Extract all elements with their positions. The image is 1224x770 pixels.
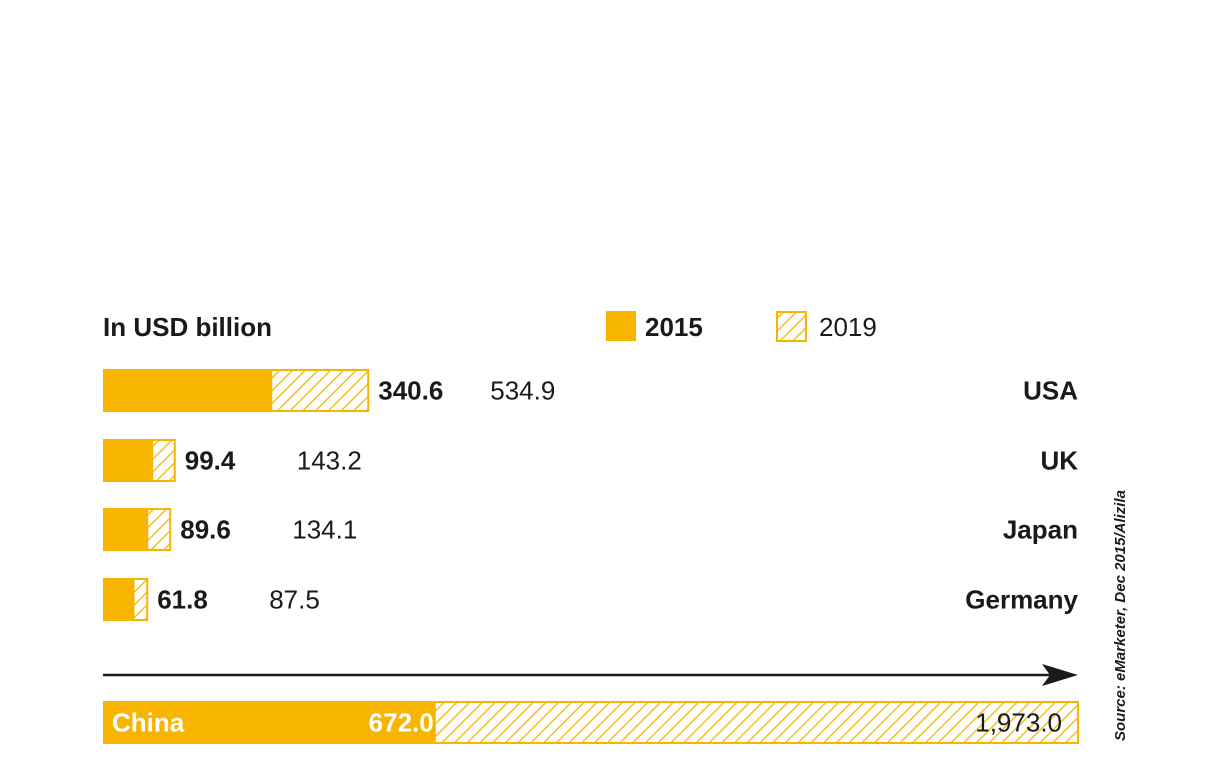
bars: 340.6 534.9 USA 99.4 143.2 UK 89.6 134.1 Japan 61… [103, 369, 1079, 621]
bar-row-usa: 340.6 534.9 USA [103, 369, 1078, 412]
country-label-usa: USA [1023, 376, 1078, 406]
country-label-china: China [112, 708, 185, 738]
legend-label-2015: 2015 [645, 312, 703, 342]
value-label-2015-china: 672.0 [369, 708, 434, 738]
china-bar-group: China 672.0 1,973.0 [103, 701, 1079, 744]
bar-2015-china [104, 702, 436, 743]
value-label-2019-china: 1,973.0 [975, 708, 1062, 738]
arrow-head-icon [1042, 664, 1078, 686]
value-label-2019-japan: 134.1 [292, 515, 357, 545]
value-label-2015-uk: 99.4 [185, 446, 236, 476]
bar-row-uk: 99.4 143.2 UK [103, 439, 1078, 482]
value-label-2019-uk: 143.2 [297, 446, 362, 476]
axis-arrow [103, 664, 1078, 686]
legend: 2015 2019 [606, 311, 877, 342]
legend-swatch-2019 [776, 311, 807, 342]
country-label-germany: Germany [965, 585, 1078, 615]
country-label-uk: UK [1040, 446, 1078, 476]
bar-row-japan: 89.6 134.1 Japan [103, 508, 1078, 551]
bar-2015-japan [104, 509, 149, 550]
country-label-japan: Japan [1003, 515, 1078, 545]
bar-2015-germany [104, 579, 135, 620]
value-label-2019-usa: 534.9 [490, 376, 555, 406]
value-label-2015-usa: 340.6 [378, 376, 443, 406]
value-label-2015-germany: 61.8 [157, 585, 208, 615]
bar-2015-uk [104, 440, 154, 481]
source-note: Source: eMarketer, Dec 2015/Alizila [1112, 490, 1129, 741]
legend-label-2019: 2019 [819, 312, 877, 342]
value-label-2019-germany: 87.5 [269, 585, 320, 615]
unit-label: In USD billion [103, 312, 272, 342]
bar-row-germany: 61.8 87.5 Germany [103, 578, 1079, 621]
legend-swatch-2015 [606, 311, 636, 341]
value-label-2015-japan: 89.6 [180, 515, 231, 545]
bar-2015-usa [104, 370, 273, 411]
